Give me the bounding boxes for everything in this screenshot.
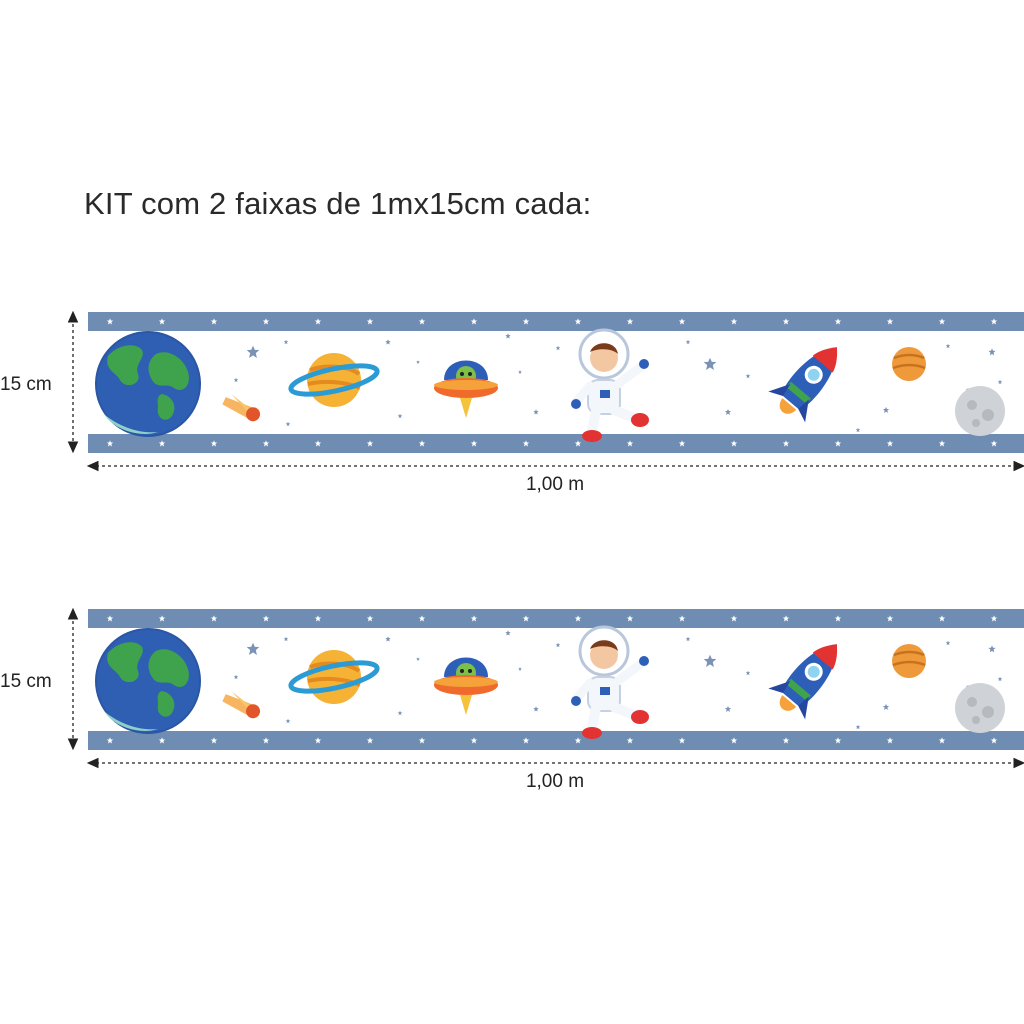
comet-icon (222, 394, 261, 422)
saturn-icon (288, 353, 380, 407)
astronaut-icon (571, 328, 649, 442)
page-title: KIT com 2 faixas de 1mx15cm cada: (84, 186, 592, 221)
moon-icon (955, 683, 1005, 733)
dimension-lines (67, 607, 1024, 769)
width-label: 1,00 m (525, 771, 585, 792)
strip-illustration (88, 312, 1024, 453)
wall-strip-2: 15 cm 1,00 m (0, 597, 1024, 797)
earth-icon (95, 628, 201, 734)
top-band (88, 609, 1024, 628)
comet-icon (222, 691, 261, 719)
earth-icon (95, 331, 201, 437)
dimension-lines (67, 310, 1024, 472)
height-label: 15 cm (0, 671, 52, 692)
ufo-alien-icon (434, 657, 498, 715)
bottom-band (88, 731, 1024, 750)
bottom-band (88, 434, 1024, 453)
strip-illustration (88, 609, 1024, 750)
moon-icon (955, 386, 1005, 436)
astronaut-icon (571, 625, 649, 739)
orange-planet-icon (892, 644, 926, 678)
ufo-alien-icon (434, 360, 498, 418)
height-label: 15 cm (0, 374, 52, 395)
orange-planet-icon (892, 347, 926, 381)
saturn-icon (288, 650, 380, 704)
rocket-icon (768, 347, 838, 423)
wall-strip-1: 15 cm 1,00 m (0, 300, 1024, 500)
rocket-icon (768, 644, 838, 720)
width-label: 1,00 m (525, 474, 585, 495)
top-band (88, 312, 1024, 331)
